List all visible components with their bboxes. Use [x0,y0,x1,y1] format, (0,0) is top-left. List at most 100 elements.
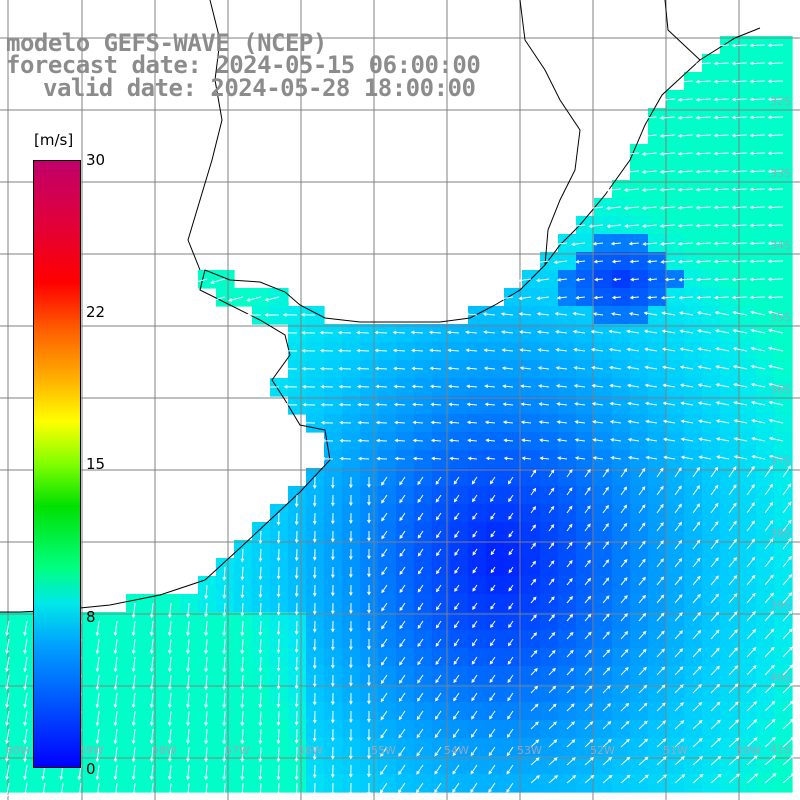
wind-arrow [539,438,550,443]
wind-arrow [677,115,694,120]
wind-arrow [602,613,610,622]
longitude-label: 56W [298,744,323,757]
wind-arrow [246,313,261,317]
wind-arrow [240,746,245,763]
wind-arrow [453,620,460,629]
wind-cell [720,162,739,181]
wind-arrow [374,366,388,371]
wind-arrow [555,384,568,388]
wind-arrow [367,639,371,650]
wind-arrow [695,241,712,246]
wind-arrow [660,295,676,300]
wind-arrow [258,764,263,781]
wind-arrow [728,719,740,730]
wind-arrow [294,584,299,598]
wind-cell [288,378,307,397]
wind-cell [756,342,775,361]
wind-arrow [282,312,298,317]
wind-arrow [584,703,593,712]
wind-arrow [240,782,245,799]
wind-cell [612,666,631,685]
wind-arrow [348,764,353,778]
wind-cell [666,612,685,631]
wind-cell [594,270,613,289]
colorbar-tick-15: 15 [86,455,106,473]
wind-arrow [435,674,442,684]
wind-arrow [319,330,334,335]
wind-arrow [638,594,646,604]
wind-arrow [713,223,730,228]
wind-arrow [507,710,514,720]
wind-cell [540,612,559,631]
wind-cell [738,342,757,361]
wind-arrow [656,522,664,532]
wind-arrow [710,557,719,568]
wind-arrow [656,612,665,622]
wind-arrow [584,739,594,748]
wind-cell [720,270,739,289]
wind-arrow [417,692,424,702]
wind-cell [504,324,523,343]
wind-arrow [592,241,604,246]
wind-cell [558,576,577,595]
wind-arrow [677,151,694,156]
wind-arrow [566,541,573,550]
wind-cell [576,360,595,379]
wind-cell [774,108,793,127]
wind-cell [540,648,559,667]
wind-arrow [638,612,647,622]
wind-arrow [434,710,442,720]
wind-cell [450,360,469,379]
wind-cell [216,270,235,289]
wind-arrow [508,530,514,538]
wind-arrow [258,566,263,581]
wind-arrow [113,674,118,691]
wind-arrow [131,782,136,799]
wind-arrow [656,467,664,478]
wind-arrow [465,330,478,335]
wind-cell [576,522,595,541]
wind-cell [558,648,577,667]
wind-arrow [591,402,604,406]
wind-arrow [131,620,136,637]
wind-arrow [23,746,28,763]
wind-cell [648,162,667,181]
wind-cell [702,396,721,415]
wind-cell [738,594,757,613]
wind-arrow [367,621,371,632]
wind-arrow [489,656,496,665]
wind-arrow [677,169,694,174]
wind-cell [612,378,631,397]
wind-arrow [638,720,648,730]
wind-cell [306,360,325,379]
wind-arrow [312,764,317,779]
wind-cell [738,666,757,685]
wind-arrow [710,502,719,514]
wind-arrow [764,519,774,532]
wind-arrow [186,764,190,781]
wind-cell [720,360,739,379]
wind-arrow [471,710,478,720]
wind-arrow [695,187,712,192]
wind-cell [648,342,667,361]
wind-arrow [381,602,388,612]
wind-arrow [731,241,748,246]
wind-arrow [710,539,719,550]
wind-cell [522,360,541,379]
wind-arrow [204,782,208,799]
wind-arrow [782,772,795,784]
wind-arrow [149,782,154,799]
wind-arrow [656,774,667,784]
wind-cell [378,324,397,343]
wind-cell [306,396,325,415]
wind-arrow [692,575,701,586]
wind-cell [612,306,631,325]
wind-arrow [746,647,757,658]
latitude-label: 35S [770,311,791,324]
wind-cell [702,90,721,109]
wind-arrow [168,764,172,781]
wind-cell [540,594,559,613]
wind-arrow [5,764,10,781]
wind-arrow [764,700,776,712]
wind-arrow [530,542,536,550]
